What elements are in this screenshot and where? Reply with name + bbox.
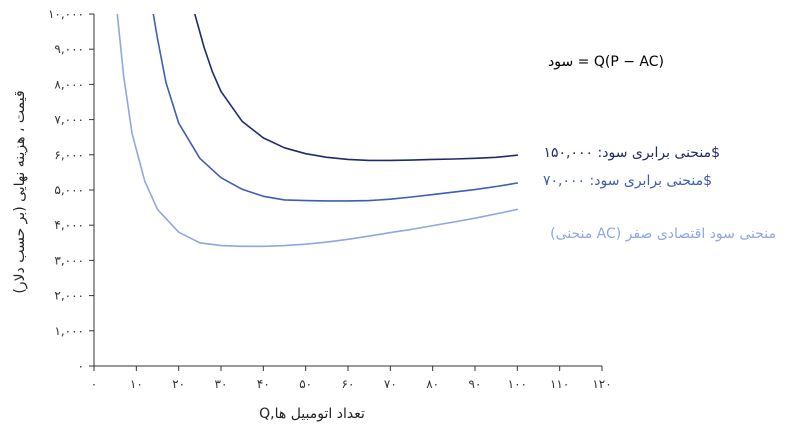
y-tick-label: ۱,۰۰۰	[54, 324, 84, 338]
y-tick-label: ۱۰,۰۰۰	[48, 7, 84, 21]
axes	[93, 14, 602, 367]
series-label-zero-profit: (منحنی AC) منحنی سود اقتصادی صفر	[550, 226, 776, 242]
x-tick-label: ۵۰	[299, 377, 312, 391]
x-tick-label: ۱۲۰	[592, 377, 611, 391]
series-line-70000	[152, 14, 519, 202]
series-label-70000: منحنی برابری سود: ۷۰,۰۰۰$	[543, 173, 712, 189]
x-tick-label: ۷۰	[384, 377, 397, 391]
x-ticks: ۰ ۱۰ ۲۰ ۳۰ ۴۰ ۵۰ ۶۰ ۷۰ ۸۰ ۹۰ ۱۰۰ ۱۱۰ ۱۲۰	[91, 366, 612, 391]
y-tick-label: ۲,۰۰۰	[54, 289, 84, 303]
y-tick-label: ۷,۰۰۰	[54, 113, 84, 127]
x-axis-title: Q,تعداد اتومبیل ها	[259, 406, 365, 422]
x-tick-label: ۸۰	[426, 377, 439, 391]
x-tick-label: ۱۰۰	[508, 377, 527, 391]
y-tick-label: ۰	[78, 359, 84, 373]
y-tick-label: ۳,۰۰۰	[54, 253, 84, 267]
series-line-zero-profit	[116, 14, 519, 248]
x-tick-label: ۲۰	[172, 377, 185, 391]
y-tick-label: ۴,۰۰۰	[54, 218, 84, 232]
series-group	[116, 14, 519, 248]
x-tick-label: ۱۰	[130, 377, 143, 391]
y-tick-label: ۵,۰۰۰	[54, 183, 84, 197]
y-ticks: ۰ ۱,۰۰۰ ۲,۰۰۰ ۳,۰۰۰ ۴,۰۰۰ ۵,۰۰۰ ۶,۰۰۰ ۷,۰۰۰ ۸,۰۰…	[48, 7, 94, 373]
x-tick-label: ۰	[91, 377, 97, 391]
x-tick-label: ۱۱۰	[550, 377, 569, 391]
series-line-150000	[194, 14, 519, 162]
x-tick-label: ۹۰	[469, 377, 482, 391]
x-tick-label: ۳۰	[215, 377, 228, 391]
y-tick-label: ۸,۰۰۰	[54, 77, 84, 91]
y-tick-label: ۹,۰۰۰	[54, 42, 84, 56]
x-tick-label: ۶۰	[342, 377, 355, 391]
series-label-150000: منحنی برابری سود: ۱۵۰,۰۰۰$	[543, 145, 720, 161]
y-tick-label: ۶,۰۰۰	[54, 148, 84, 162]
x-tick-label: ۴۰	[257, 377, 270, 391]
y-axis-title: قیمت ، هزینه نهایی (بر حسب دلار)	[12, 90, 28, 293]
profit-formula-annotation: سود = Q(P − AC)	[548, 54, 664, 70]
